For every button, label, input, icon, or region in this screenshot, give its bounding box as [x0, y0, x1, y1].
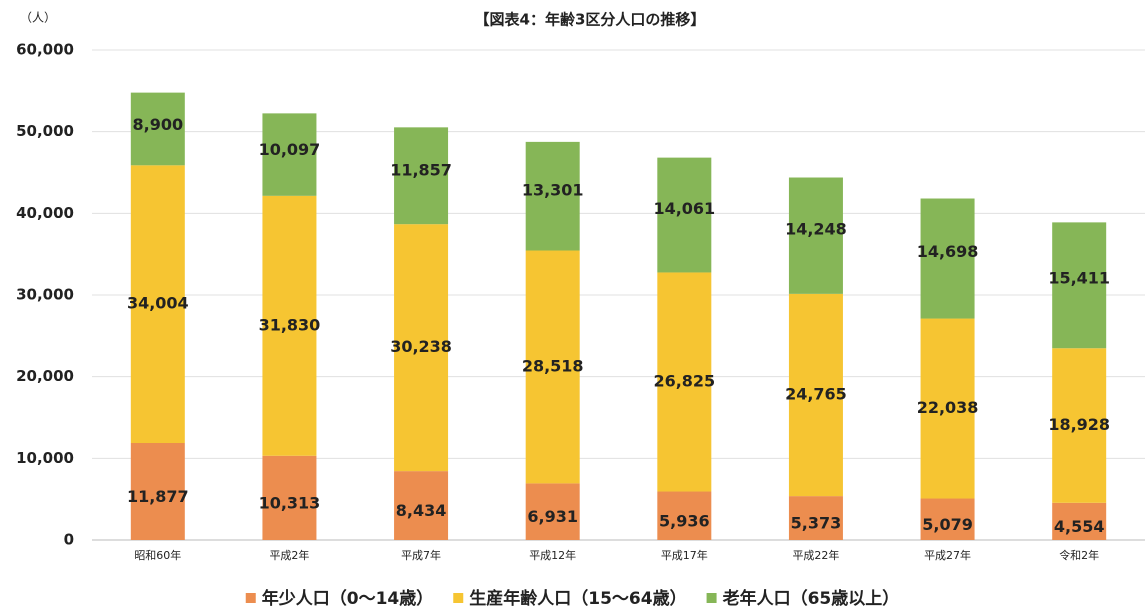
y-axis-label: （人）: [20, 11, 56, 25]
y-tick-label: 50,000: [16, 122, 74, 140]
legend-label: 老年人口（65歳以上）: [722, 588, 900, 609]
data-label: 31,830: [259, 315, 321, 334]
bar-segment: [525, 483, 580, 540]
data-label: 34,004: [127, 294, 189, 313]
legend-swatch: [245, 593, 256, 603]
legend-label: 生産年齢人口（15～64歳）: [469, 588, 686, 609]
bar-segment: [525, 141, 580, 251]
data-label: 5,936: [659, 511, 710, 530]
x-tick-label: 平成27年: [924, 548, 971, 562]
bar-segment: [1052, 222, 1107, 349]
data-label: 8,434: [396, 501, 447, 520]
bar-segment: [130, 443, 185, 540]
bar-segment: [262, 455, 317, 540]
data-label: 14,698: [917, 242, 979, 261]
x-tick-label: 平成2年: [269, 548, 309, 562]
bar-segment: [525, 250, 580, 484]
legend-swatch: [453, 593, 464, 603]
data-label: 22,038: [917, 398, 979, 417]
data-label: 26,825: [653, 371, 715, 390]
y-tick-label: 20,000: [16, 367, 74, 385]
y-tick-label: 30,000: [16, 286, 74, 304]
y-tick-label: 60,000: [16, 41, 74, 59]
bar-segment: [788, 496, 843, 540]
bar-segment: [1052, 348, 1107, 503]
data-label: 13,301: [522, 180, 584, 199]
data-label: 30,238: [390, 337, 452, 356]
data-label: 4,554: [1054, 517, 1105, 536]
y-tick-label: 10,000: [16, 449, 74, 467]
data-label: 18,928: [1048, 415, 1110, 434]
data-label: 11,857: [390, 160, 452, 179]
data-label: 10,097: [259, 140, 321, 159]
data-label: 14,061: [653, 199, 715, 218]
bar-segment: [262, 113, 317, 196]
x-tick-label: 平成7年: [401, 548, 441, 562]
data-label: 11,877: [127, 487, 189, 506]
legend-label: 年少人口（0～14歳）: [262, 588, 434, 609]
bar-segment: [657, 272, 712, 492]
y-tick-label: 0: [64, 531, 74, 549]
bar-segment: [1052, 502, 1107, 540]
bar-segment: [394, 224, 449, 472]
x-tick-label: 令和2年: [1059, 548, 1099, 562]
bar-segment: [130, 92, 185, 166]
x-tick-label: 平成17年: [661, 548, 708, 562]
x-tick-label: 平成22年: [792, 548, 839, 562]
data-label: 14,248: [785, 219, 847, 238]
bar-segment: [657, 157, 712, 273]
y-tick-label: 40,000: [16, 204, 74, 222]
bar-segment: [394, 127, 449, 225]
bar-segment: [920, 198, 975, 319]
bar-segment: [788, 177, 843, 294]
chart-title: 【図表4：年齢3区分人口の推移】: [475, 11, 706, 29]
bar-segment: [262, 195, 317, 456]
bar-segment: [920, 498, 975, 540]
bar-segment: [788, 293, 843, 497]
legend-swatch: [706, 593, 717, 603]
data-label: 5,079: [922, 515, 973, 534]
bar-segment: [130, 165, 185, 444]
bar-segment: [920, 318, 975, 499]
data-label: 8,900: [133, 115, 184, 134]
data-label: 24,765: [785, 384, 847, 403]
x-tick-label: 昭和60年: [134, 548, 181, 562]
data-label: 6,931: [527, 507, 578, 526]
bar-segment: [657, 491, 712, 540]
data-label: 28,518: [522, 356, 584, 375]
bar-segment: [394, 471, 449, 540]
data-label: 15,411: [1048, 269, 1110, 288]
data-label: 10,313: [259, 493, 321, 512]
data-label: 5,373: [791, 514, 842, 533]
x-tick-label: 平成12年: [529, 548, 576, 562]
